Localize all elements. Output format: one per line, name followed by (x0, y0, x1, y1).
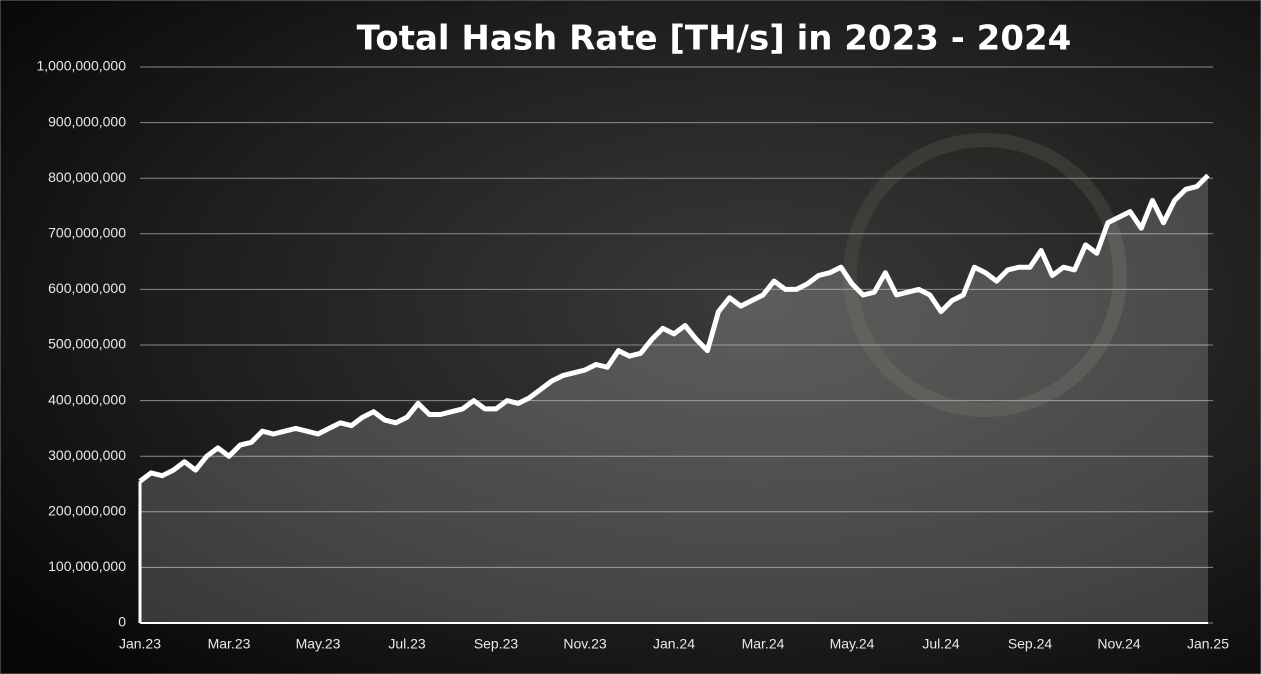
y-tick-label: 900,000,000 (48, 113, 126, 129)
x-tick-label: Mar.24 (742, 636, 785, 652)
chart-title: Total Hash Rate [TH/s] in 2023 - 2024 (357, 19, 1072, 59)
y-tick-label: 700,000,000 (48, 225, 126, 241)
x-tick-label: Nov.23 (563, 636, 607, 652)
y-tick-label: 500,000,000 (48, 336, 126, 352)
x-tick-label: Sep.23 (474, 636, 519, 652)
y-tick-label: 400,000,000 (48, 391, 126, 407)
y-tick-label: 300,000,000 (48, 447, 126, 463)
y-tick-label: 1,000,000,000 (36, 58, 126, 74)
y-tick-label: 800,000,000 (48, 169, 126, 185)
x-tick-label: Jan.23 (119, 636, 161, 652)
x-tick-label: Jul.23 (388, 636, 426, 652)
x-tick-label: Nov.24 (1097, 636, 1141, 652)
background-coin (843, 133, 1127, 417)
x-tick-label: Jul.24 (922, 636, 960, 652)
y-tick-label: 0 (118, 614, 126, 630)
y-tick-label: 100,000,000 (48, 558, 126, 574)
line (138, 173, 1210, 484)
x-tick-label: Jan.25 (1187, 636, 1229, 652)
x-tick-label: Mar.23 (208, 636, 251, 652)
y-tick-label: 200,000,000 (48, 503, 126, 519)
y-tick-label: 600,000,000 (48, 280, 126, 296)
x-tick-label: May.23 (296, 636, 341, 652)
x-tick-label: Sep.24 (1008, 636, 1053, 652)
x-tick-label: May.24 (830, 636, 875, 652)
x-tick-label: Jan.24 (653, 636, 695, 652)
area-fill (140, 175, 1208, 623)
